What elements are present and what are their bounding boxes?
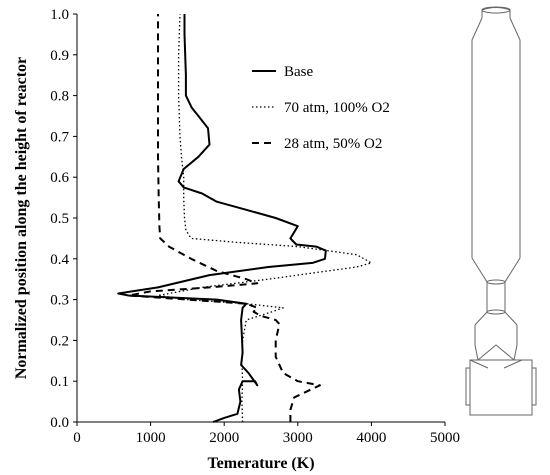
y-tick-label: 0.0 xyxy=(50,415,69,431)
x-tick-label: 3000 xyxy=(283,430,313,446)
reactor-bottom-lip xyxy=(465,367,537,406)
y-tick-label: 0.6 xyxy=(50,170,69,186)
series-line-dotted xyxy=(157,13,373,423)
x-tick-label: 2000 xyxy=(209,430,239,446)
legend-label: 28 atm, 50% O2 xyxy=(284,136,382,152)
y-tick-label: 0.3 xyxy=(50,293,69,309)
reactor-schematic xyxy=(465,6,537,416)
y-tick-label: 0.8 xyxy=(50,89,69,105)
reactor-upper-cone xyxy=(471,17,521,41)
legend-label: Base xyxy=(284,64,314,80)
reactor-combustor-cone xyxy=(474,311,518,326)
reactor-throat-bottom xyxy=(486,309,506,315)
y-tick-label: 0.7 xyxy=(50,129,69,145)
x-axis-ticks: 0 1000 2000 3000 4000 5000 xyxy=(73,422,460,446)
reactor-injector-lines xyxy=(469,344,523,369)
x-axis-title: Temerature (K) xyxy=(207,455,314,472)
x-tick-label: 5000 xyxy=(430,430,460,446)
reactor-throat-top xyxy=(486,279,506,285)
series-line-solid xyxy=(117,14,327,423)
x-tick-label: 0 xyxy=(73,430,81,446)
series-layer xyxy=(117,13,373,423)
y-tick-label: 0.2 xyxy=(50,333,69,349)
reactor-upper-shell xyxy=(471,40,521,258)
reactor-top-cap xyxy=(481,6,511,14)
reactor-combustor-shell xyxy=(474,325,518,345)
x-tick-label: 4000 xyxy=(356,430,386,446)
y-tick-label: 1.0 xyxy=(50,7,69,23)
reactor-bottom-chamber xyxy=(469,359,533,416)
x-tick-label: 1000 xyxy=(136,430,166,446)
y-tick-label: 0.1 xyxy=(50,374,69,390)
y-tick-label: 0.5 xyxy=(50,211,69,227)
legend: Base 70 atm, 100% O2 28 atm, 50% O2 xyxy=(252,64,390,152)
y-axis-title: Normalized position along the height of … xyxy=(13,57,30,379)
plot-area: 0 1000 2000 3000 4000 5000 0.0 0.1 0.2 0.3 0.4 0.5… xyxy=(50,7,460,446)
reactor-lower-cone xyxy=(471,257,521,283)
y-tick-label: 0.9 xyxy=(50,48,69,64)
reactor-throat xyxy=(486,282,506,312)
y-tick-label: 0.4 xyxy=(50,252,69,268)
legend-label: 70 atm, 100% O2 xyxy=(284,100,390,116)
y-axis-ticks: 0.0 0.1 0.2 0.3 0.4 0.5 0.6 0.7 0.8 0.9 1.0 xyxy=(50,7,77,431)
reactor-combustor-bottom xyxy=(474,344,518,361)
